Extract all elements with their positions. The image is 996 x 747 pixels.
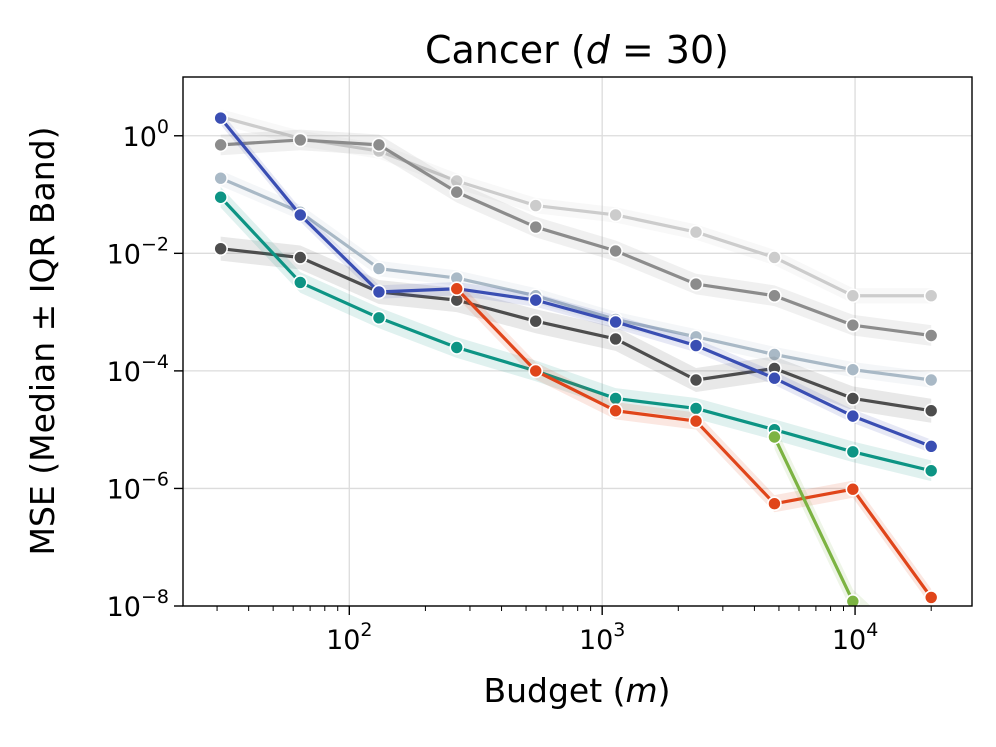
data-point [845,391,861,406]
x-tick-label: 104 [832,619,878,656]
data-point [528,292,544,308]
iqr-band [220,170,932,388]
data-point [608,243,623,259]
y-tick-exponent: −2 [141,233,169,255]
data-point [923,328,939,343]
y-tick-exponent: −8 [141,586,169,608]
series-line [220,138,932,338]
y-tick-label: 10−8 [107,586,169,623]
data-point [213,137,228,153]
data-point [528,313,544,329]
series-blue [213,110,939,454]
data-point [923,372,939,388]
x-tick-exponent: 4 [866,619,878,641]
series-line [220,247,932,413]
data-point [528,363,544,379]
y-tick-base: 10 [123,122,157,153]
x-tick-label: 103 [579,619,625,656]
data-point [371,310,387,326]
y-tick-label: 10−2 [107,233,169,270]
data-point [845,317,861,333]
series-orange [449,280,939,606]
data-point [371,261,387,276]
x-axis-label: Budget (m) [483,671,670,710]
data-point [845,444,861,460]
data-point [528,219,544,235]
data-point [767,370,782,386]
series-line [220,115,932,298]
data-point [213,189,228,205]
data-point [845,594,861,606]
y-tick-base: 10 [107,474,141,505]
data-point [688,372,704,388]
data-point [292,207,308,223]
data-point [292,250,308,265]
series-line [220,176,932,382]
data-point [608,403,623,419]
data-point [213,241,228,256]
series-mid-gray [213,129,939,346]
plot-area [213,109,939,606]
x-tick-base: 10 [579,625,613,656]
y-tick-label: 10−6 [107,468,169,505]
x-tick-exponent: 2 [360,619,372,641]
series-line [219,117,932,448]
y-tick-exponent: −4 [141,351,169,373]
x-tick-label: 102 [326,619,372,656]
data-point [608,314,623,330]
data-point [923,463,939,479]
data-point [608,331,623,347]
x-tick-base: 10 [326,625,360,656]
data-point [767,496,782,512]
data-point [767,347,782,362]
data-point [371,137,387,153]
chart-title: Cancer (d = 30) [425,28,729,72]
data-point [923,590,939,605]
y-tick-base: 10 [107,357,141,388]
y-tick-exponent: −6 [141,468,169,490]
data-point [845,362,861,377]
data-point [688,338,704,353]
data-point [767,429,782,445]
x-tick-base: 10 [832,625,866,656]
y-tick-label: 100 [123,116,169,153]
data-point [845,288,861,304]
data-point [923,403,939,419]
data-point [213,170,228,186]
data-point [608,207,623,223]
series-green [767,425,871,606]
series-line [219,196,932,473]
data-point [528,198,544,213]
x-tick-exponent: 3 [613,619,625,641]
minor-ticks [216,606,932,611]
data-point [213,110,228,126]
y-tick-label: 10−4 [107,351,169,388]
data-point [767,250,782,265]
data-point [292,275,308,290]
y-tick-exponent: 0 [157,116,169,138]
data-point [767,288,782,304]
axes-frame [182,76,973,607]
data-point [449,340,465,355]
data-point [923,439,939,454]
data-point [923,288,939,304]
data-point [845,481,861,497]
data-point [688,276,704,292]
data-point [371,284,387,300]
data-point [845,408,861,424]
data-point [688,224,704,240]
iqr-band [220,111,932,454]
data-point [688,413,704,429]
data-point [449,281,465,297]
y-tick-base: 10 [107,592,141,623]
data-point [449,184,465,200]
y-tick-base: 10 [107,239,141,270]
data-point [292,132,308,148]
y-axis-label: MSE (Median ± IQR Band) [23,126,62,555]
